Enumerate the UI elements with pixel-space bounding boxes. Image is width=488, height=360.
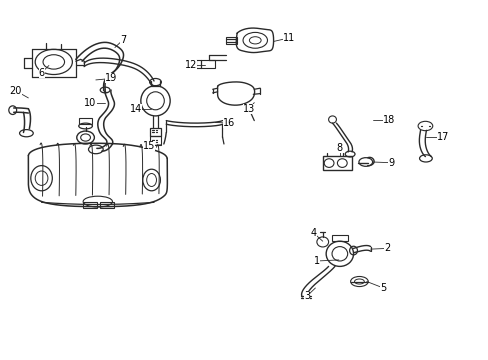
Text: 2: 2	[384, 243, 389, 253]
Bar	[100, 202, 114, 208]
Text: 15: 15	[142, 141, 155, 151]
Bar	[322, 156, 351, 170]
Bar	[150, 128, 161, 136]
Text: 10: 10	[84, 98, 97, 108]
Text: 11: 11	[283, 33, 295, 43]
Text: 14: 14	[129, 104, 142, 114]
Bar	[195, 60, 215, 68]
Text: 3: 3	[304, 291, 309, 301]
Text: 16: 16	[222, 118, 235, 128]
Bar	[331, 235, 347, 241]
Text: 5: 5	[380, 283, 386, 293]
Bar	[225, 37, 237, 44]
Bar	[83, 202, 97, 208]
Text: 17: 17	[436, 132, 448, 142]
Text: 6: 6	[39, 68, 44, 78]
Bar	[79, 118, 92, 124]
Text: 12: 12	[184, 60, 197, 70]
Text: 4: 4	[310, 228, 316, 238]
Bar	[150, 136, 161, 145]
Text: 7: 7	[120, 35, 126, 45]
Text: 8: 8	[336, 143, 342, 153]
Text: 20: 20	[9, 86, 22, 96]
Text: 13: 13	[243, 104, 255, 114]
Text: 9: 9	[387, 158, 393, 168]
Text: 1: 1	[313, 256, 319, 266]
Text: 19: 19	[105, 73, 118, 84]
Text: 18: 18	[382, 114, 395, 125]
